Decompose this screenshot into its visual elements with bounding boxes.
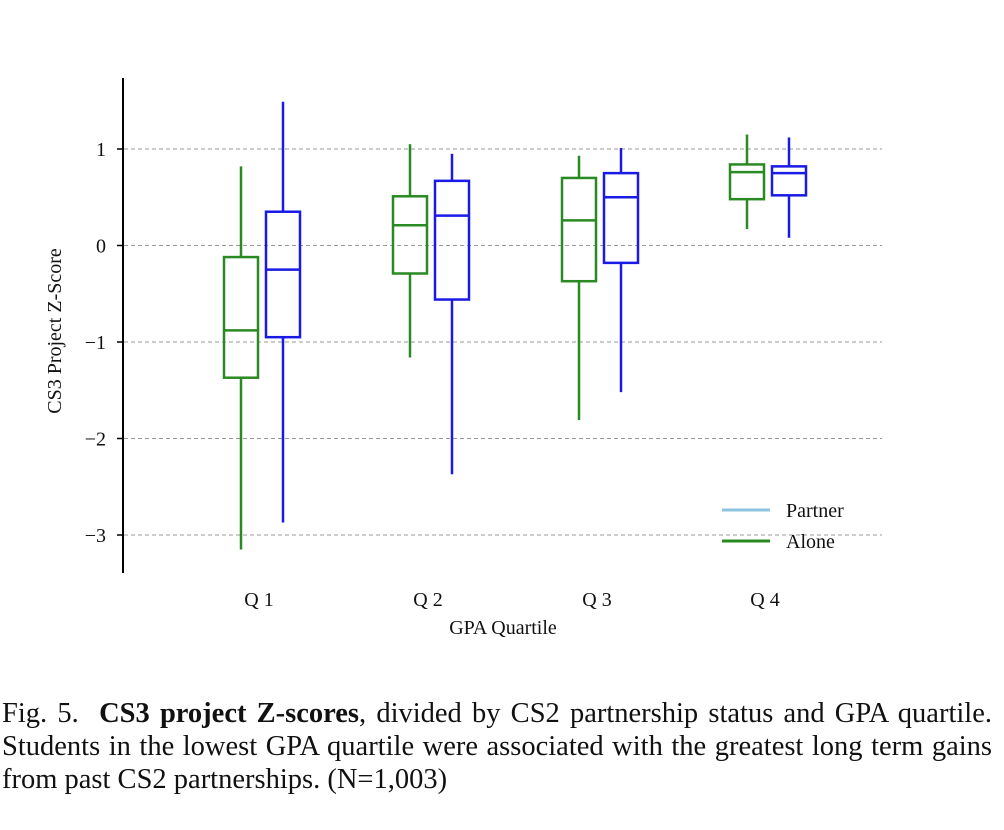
y-tick-label: 1 [96, 139, 106, 161]
iqr-box [728, 163, 766, 201]
box-plot-item [728, 134, 766, 230]
y-tick-label: −1 [85, 332, 106, 354]
box-plot-item [391, 144, 429, 358]
iqr-box [602, 171, 640, 265]
caption-figure-label: Fig. 5. [2, 698, 79, 729]
iqr-box [560, 176, 598, 283]
grid-lines [124, 148, 882, 536]
iqr-box [391, 195, 429, 275]
x-tick-labels: Q 1 Q 2 Q 3 Q 4 [244, 589, 779, 611]
y-axis-label: CS3 Project Z-Score [44, 248, 66, 414]
box-plot-item [222, 166, 260, 550]
x-tick-label: Q 3 [582, 589, 611, 611]
caption-body-text: , divided by CS2 partnership status and … [2, 698, 992, 795]
legend-label: Partner [786, 500, 844, 522]
box-plot-item [264, 101, 302, 523]
y-tick-label: −2 [85, 429, 106, 451]
iqr-box [264, 210, 302, 339]
box-series [222, 101, 808, 550]
x-tick-label: Q 4 [750, 589, 779, 611]
iqr-box [433, 179, 471, 301]
box-plot-item [602, 148, 640, 393]
y-tick-label: 0 [96, 236, 106, 258]
box-plot-item [560, 155, 598, 421]
legend: Partner Alone [722, 500, 844, 553]
figure-caption: Fig. 5. CS3 project Z-scores, divided by… [2, 697, 992, 796]
box-plot-item [770, 137, 808, 238]
iqr-box [222, 255, 260, 379]
y-tick-label: −3 [85, 525, 106, 547]
y-tick-labels: 1 0 −1 −2 −3 [85, 139, 123, 547]
x-tick-label: Q 1 [244, 589, 273, 611]
x-axis-label: GPA Quartile [449, 617, 557, 639]
caption-bold-title: CS3 project Z-scores [99, 698, 360, 729]
legend-label: Alone [786, 531, 835, 553]
box-plot-chart: 1 0 −1 −2 −3 Q 1 Q 2 Q 3 Q 4 GPA Quartile CS3 P… [44, 78, 882, 639]
box-plot-item [433, 153, 471, 475]
x-tick-label: Q 2 [413, 589, 442, 611]
iqr-box [770, 165, 808, 197]
